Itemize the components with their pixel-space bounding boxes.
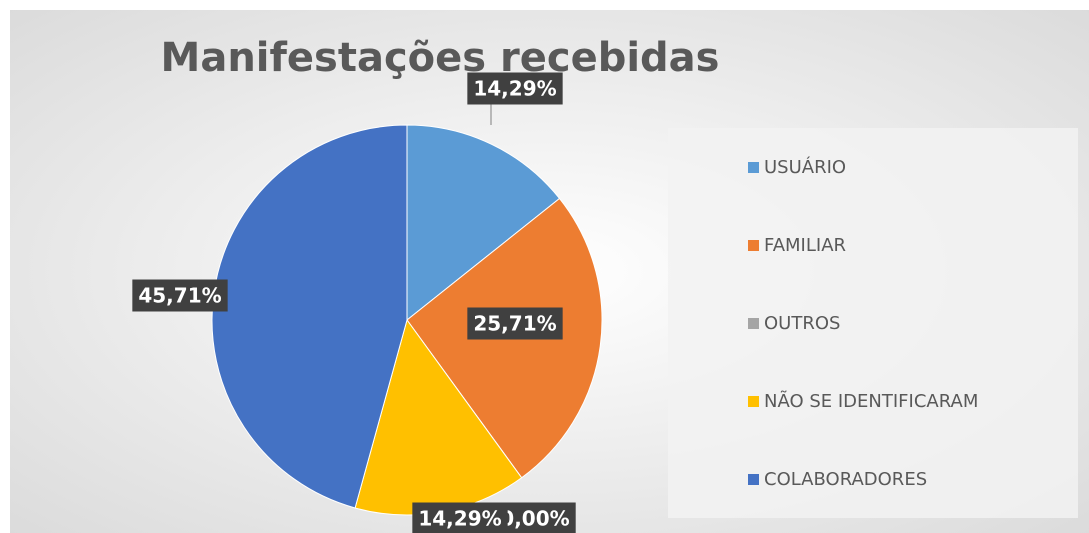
legend-box [668, 128, 1078, 518]
legend-swatch [748, 162, 759, 173]
data-label-box [494, 502, 576, 533]
legend-swatch [748, 396, 759, 407]
data-label: 14,29% [473, 77, 556, 101]
legend-swatch [748, 318, 759, 329]
legend-label: OUTROS [764, 313, 840, 334]
data-label-box [412, 502, 508, 533]
legend-label: FAMILIAR [764, 235, 846, 256]
data-label-box [467, 307, 563, 340]
pie-slice [406, 124, 561, 322]
chart-title: Manifestações recebidas [161, 35, 720, 81]
legend-swatch [748, 474, 759, 485]
data-label: 25,71% [473, 312, 556, 336]
legend-label: USUÁRIO [764, 156, 846, 178]
data-label-box [132, 279, 228, 312]
data-label: 45,71% [138, 284, 221, 308]
data-label: 14,29% [418, 507, 501, 531]
legend-label: COLABORADORES [764, 469, 927, 490]
data-label-box [467, 72, 563, 105]
data-label: 0,00% [500, 507, 569, 531]
legend-swatch [748, 240, 759, 251]
legend-label: NÃO SE IDENTIFICARAM [764, 390, 978, 412]
